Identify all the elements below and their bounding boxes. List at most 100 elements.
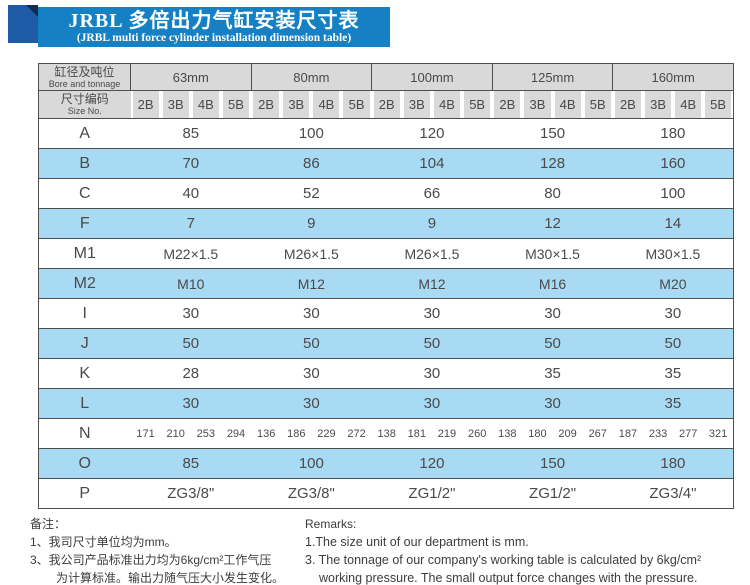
table-row: O 85 100 120 150 180 xyxy=(38,448,734,479)
dim-value-cell: 100 xyxy=(251,448,372,479)
dim-value-cell: 14 xyxy=(612,208,734,239)
corner-label-zh: 缸径及吨位 xyxy=(54,64,115,79)
dim-value-cell: 136 xyxy=(251,418,282,449)
dim-value-cell: ZG3/4" xyxy=(612,478,734,509)
dim-value-cell: 229 xyxy=(311,418,342,449)
dim-value-cell: 85 xyxy=(130,448,252,479)
dim-value-cell: 35 xyxy=(492,358,613,389)
dim-value-cell: 85 xyxy=(130,118,252,149)
size-no-header: 2B xyxy=(371,90,402,119)
dim-value-cell: 272 xyxy=(341,418,372,449)
dim-value-cell: ZG3/8" xyxy=(251,478,372,509)
table-row: L 30 30 30 30 35 xyxy=(38,388,734,419)
dimension-table: 缸径及吨位 Bore and tonnage 63mm 80mm 100mm 125mm 1… xyxy=(38,63,734,509)
dim-value-cell: ZG1/2" xyxy=(371,478,493,509)
dim-value-cell: 210 xyxy=(160,418,191,449)
note-line: working pressure. The small output force… xyxy=(319,571,698,585)
dim-value-cell: 277 xyxy=(673,418,704,449)
dim-value-cell: ZG1/2" xyxy=(492,478,613,509)
dim-value-cell: 100 xyxy=(612,178,734,209)
row-label: J xyxy=(38,328,131,359)
dim-value-cell: M10 xyxy=(130,268,252,299)
dim-value-cell: 28 xyxy=(130,358,252,389)
dim-value-cell: 30 xyxy=(251,388,372,419)
size-no-header: 3B xyxy=(401,90,432,119)
dim-value-cell: 138 xyxy=(371,418,402,449)
dim-value-cell: 233 xyxy=(642,418,674,449)
dim-value-cell: 294 xyxy=(220,418,252,449)
notes-english-list: 1.The size unit of our department is mm.… xyxy=(305,533,740,585)
bore-group-header: 100mm xyxy=(371,63,493,91)
row-label: I xyxy=(38,298,131,329)
dim-value-cell: 260 xyxy=(462,418,493,449)
size-no-header: 4B xyxy=(673,90,704,119)
dim-value-cell: 180 xyxy=(522,418,553,449)
dim-value-cell: 12 xyxy=(492,208,613,239)
row-label: P xyxy=(38,478,131,509)
dim-value-cell: M20 xyxy=(612,268,734,299)
dim-value-cell: 50 xyxy=(130,328,252,359)
dim-value-cell: M12 xyxy=(251,268,372,299)
dim-value-cell: 180 xyxy=(612,118,734,149)
dim-value-cell: 30 xyxy=(612,298,734,329)
dim-value-cell: 30 xyxy=(371,298,493,329)
size-no-header: 5B xyxy=(582,90,613,119)
note-line: 3. The tonnage of our company's working … xyxy=(305,553,702,567)
size-no-header: 3B xyxy=(160,90,191,119)
table-row: C 40 52 66 80 100 xyxy=(38,178,734,209)
dim-value-cell: 187 xyxy=(612,418,643,449)
row-label: K xyxy=(38,358,131,389)
note-line: 1、我司尺寸单位均为mm。 xyxy=(30,535,177,549)
notes-english-title: Remarks: xyxy=(305,517,357,531)
table-row: N 171 210 253 294 136 186 229 272 138 181 219 260 138… xyxy=(38,418,734,449)
notes-chinese-title: 备注： xyxy=(30,517,67,531)
dim-value-cell: 70 xyxy=(130,148,252,179)
dim-value-cell: 9 xyxy=(251,208,372,239)
dim-value-cell: 9 xyxy=(371,208,493,239)
dim-value-cell: ZG3/8" xyxy=(130,478,252,509)
bore-group-header: 125mm xyxy=(491,63,613,91)
header-row-sizes: 尺寸编码 Size No. 2B 3B 4B 5B 2B 3B 4B 5B 2B 3B 4B 5B 2B 3B… xyxy=(38,90,734,119)
table-row: M1 M22×1.5 M26×1.5 M26×1.5 M30×1.5 M30×1.5 xyxy=(38,238,734,269)
dim-value-cell: M12 xyxy=(371,268,493,299)
dim-value-cell: 120 xyxy=(371,448,493,479)
dim-value-cell: 30 xyxy=(251,358,372,389)
size-no-header: 4B xyxy=(190,90,221,119)
size-no-header: 5B xyxy=(703,90,734,119)
dim-value-cell: 50 xyxy=(251,328,372,359)
size-no-header: 5B xyxy=(462,90,493,119)
dim-value-cell: 35 xyxy=(612,358,734,389)
row-label: M2 xyxy=(38,268,131,299)
dim-value-cell: 180 xyxy=(612,448,734,479)
table-row: K 28 30 30 35 35 xyxy=(38,358,734,389)
table-row: M2 M10 M12 M12 M16 M20 xyxy=(38,268,734,299)
size-no-header: 5B xyxy=(220,90,252,119)
dim-value-cell: M26×1.5 xyxy=(371,238,493,269)
size-no-header: 2B xyxy=(130,90,161,119)
dim-value-cell: 128 xyxy=(492,148,613,179)
dim-value-cell: 30 xyxy=(371,388,493,419)
size-no-header: 3B xyxy=(281,90,312,119)
dim-value-cell: 120 xyxy=(371,118,493,149)
row-label: A xyxy=(38,118,131,149)
dim-value-cell: 66 xyxy=(371,178,493,209)
dim-value-cell: 219 xyxy=(431,418,463,449)
bore-group-header: 160mm xyxy=(612,63,734,91)
dim-value-cell: 253 xyxy=(190,418,221,449)
table-head: 缸径及吨位 Bore and tonnage 63mm 80mm 100mm 125mm 1… xyxy=(38,63,734,119)
row-label: O xyxy=(38,448,131,479)
dim-value-cell: 50 xyxy=(492,328,613,359)
dim-value-cell: 52 xyxy=(251,178,372,209)
dim-value-cell: 86 xyxy=(251,148,372,179)
dim-value-cell: M30×1.5 xyxy=(612,238,734,269)
dim-value-cell: 138 xyxy=(492,418,523,449)
dim-value-cell: 321 xyxy=(703,418,734,449)
notes-chinese: 备注： 1、我司尺寸单位均为mm。 3、我公司产品标准出力均为6kg/cm²工作气… xyxy=(30,515,305,585)
corner-label-zh: 尺寸编码 xyxy=(60,92,109,106)
corner-label-en: Bore and tonnage xyxy=(48,78,121,89)
dim-value-cell: 30 xyxy=(130,388,252,419)
dim-value-cell: 50 xyxy=(612,328,734,359)
dim-value-cell: 186 xyxy=(281,418,312,449)
note-line: 1.The size unit of our department is mm. xyxy=(305,535,529,549)
table-row: A 85 100 120 150 180 xyxy=(38,118,734,149)
